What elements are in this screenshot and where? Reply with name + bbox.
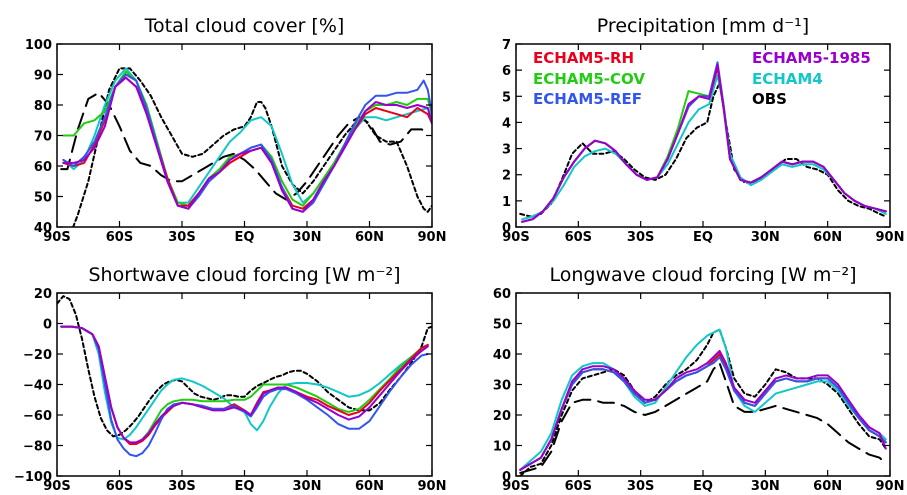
x-tick-label: 30S xyxy=(168,479,195,494)
series-line-obs2 xyxy=(519,362,887,474)
x-tick-label: 60N xyxy=(355,479,384,494)
series-line-echam5-1985 xyxy=(519,349,887,471)
y-tick-label: 2 xyxy=(502,169,511,184)
x-tick-label: 60S xyxy=(565,230,592,245)
y-tick-label: 0 xyxy=(502,470,511,485)
series-line-echam5-1985 xyxy=(62,76,432,213)
legend-entry-echam5-cov: ECHAM5-COV xyxy=(533,70,645,88)
series-line-obs xyxy=(72,67,432,227)
y-tick-label: 10 xyxy=(493,440,511,455)
series-line-echam5-ref xyxy=(519,356,887,471)
x-tick-label: 90N xyxy=(876,230,905,245)
x-tick-label: 30N xyxy=(751,230,780,245)
chart-panel-1: Total cloud cover [%] 90S 60S 30S EQ 30N 60N 90… xyxy=(25,15,447,245)
series-line-echam5-rh xyxy=(519,353,887,471)
series-line-echam4 xyxy=(521,74,887,221)
series-line-echam5-ref xyxy=(62,73,432,213)
y-tick-label: 40 xyxy=(493,348,511,363)
series-line-echam4 xyxy=(62,67,432,204)
chart-title: Precipitation [mm d⁻¹] xyxy=(597,15,809,37)
legend-entry-obs: OBS xyxy=(752,90,787,108)
chart-panel-4: Longwave cloud forcing [W m⁻²] 90S 60S 30S E… xyxy=(493,264,905,494)
series-line-echam4 xyxy=(519,328,887,471)
series-line-echam5-1985 xyxy=(521,63,887,223)
y-tick-label: 50 xyxy=(493,318,511,333)
x-tick-label: 60N xyxy=(813,230,842,245)
y-tick-label: 40 xyxy=(34,221,52,236)
y-tick-label: 60 xyxy=(34,160,52,175)
y-tick-label: −80 xyxy=(23,440,52,455)
series-line-obs xyxy=(519,82,887,218)
x-tick-label: 60S xyxy=(565,479,592,494)
plot-area xyxy=(57,295,432,458)
plot-area xyxy=(519,328,887,476)
x-tick-label: 60N xyxy=(813,479,842,494)
legend-entry-echam5-1985: ECHAM5-1985 xyxy=(752,49,871,67)
x-tick-label: 30N xyxy=(751,479,780,494)
y-tick-label: 60 xyxy=(493,287,511,302)
x-tick-label: 60S xyxy=(106,479,133,494)
y-tick-label: 70 xyxy=(34,130,52,145)
x-tick-label: EQ xyxy=(693,230,713,245)
series-line-echam4 xyxy=(60,325,429,441)
legend-entry-echam5-ref: ECHAM5-REF xyxy=(533,90,642,108)
x-tick-label: 90N xyxy=(876,479,905,494)
chart-panel-3: Shortwave cloud forcing [W m⁻²] 90S 60S 30S… xyxy=(14,264,447,494)
plot-area xyxy=(519,61,887,223)
series-line-echam5-cov xyxy=(521,63,887,223)
plot-frame xyxy=(56,292,433,477)
y-tick-label: 7 xyxy=(502,38,511,53)
x-tick-label: 30N xyxy=(293,479,322,494)
y-tick-label: 0 xyxy=(43,318,52,333)
y-tick-label: 20 xyxy=(493,409,511,424)
x-tick-label: 60N xyxy=(355,230,384,245)
series-line-echam5-rh xyxy=(62,76,432,210)
y-tick-label: 0 xyxy=(502,221,511,236)
y-tick-label: 1 xyxy=(502,195,511,210)
chart-panel-2: Precipitation [mm d⁻¹] 90S 60S 30S EQ 30N 60N 9… xyxy=(502,15,905,245)
y-tick-label: 3 xyxy=(502,143,511,158)
series-line-obs xyxy=(519,328,887,476)
y-tick-label: 80 xyxy=(34,99,52,114)
plot-area xyxy=(60,67,432,227)
y-tick-label: 90 xyxy=(34,69,52,84)
legend-entry-echam5-rh: ECHAM5-RH xyxy=(533,49,634,67)
chart-title: Shortwave cloud forcing [W m⁻²] xyxy=(88,264,400,286)
x-tick-label: 30S xyxy=(627,479,654,494)
x-tick-label: 30N xyxy=(293,230,322,245)
y-tick-label: −20 xyxy=(23,348,52,363)
y-tick-label: 4 xyxy=(502,116,511,131)
y-tick-label: 50 xyxy=(34,191,52,206)
x-tick-label: 90S xyxy=(43,230,70,245)
y-tick-label: 20 xyxy=(34,287,52,302)
series-line-obs2 xyxy=(60,91,429,201)
series-line-echam5-cov xyxy=(62,70,432,207)
series-line-echam5-cov xyxy=(519,353,887,471)
x-tick-label: 30S xyxy=(168,230,195,245)
y-tick-label: −40 xyxy=(23,379,52,394)
x-tick-label: 90N xyxy=(418,479,447,494)
x-tick-label: 90S xyxy=(43,479,70,494)
y-tick-label: 100 xyxy=(25,38,52,53)
x-tick-label: 90S xyxy=(502,479,529,494)
y-tick-label: 30 xyxy=(493,379,511,394)
series-line-echam5-1985 xyxy=(60,325,429,444)
y-tick-label: −100 xyxy=(14,470,52,485)
x-tick-label: 90N xyxy=(418,230,447,245)
y-tick-label: 6 xyxy=(502,64,511,79)
y-tick-label: −60 xyxy=(23,409,52,424)
y-tick-label: 5 xyxy=(502,90,511,105)
series-line-echam5-ref xyxy=(60,325,429,458)
chart-title: Total cloud cover [%] xyxy=(144,15,345,37)
x-tick-label: 60S xyxy=(106,230,133,245)
x-tick-label: EQ xyxy=(693,479,713,494)
x-tick-label: EQ xyxy=(235,479,255,494)
chart-title: Longwave cloud forcing [W m⁻²] xyxy=(549,264,856,286)
x-tick-label: EQ xyxy=(235,230,255,245)
x-tick-label: 90S xyxy=(502,230,529,245)
legend-entry-echam4: ECHAM4 xyxy=(752,70,823,88)
x-tick-label: 30S xyxy=(627,230,654,245)
